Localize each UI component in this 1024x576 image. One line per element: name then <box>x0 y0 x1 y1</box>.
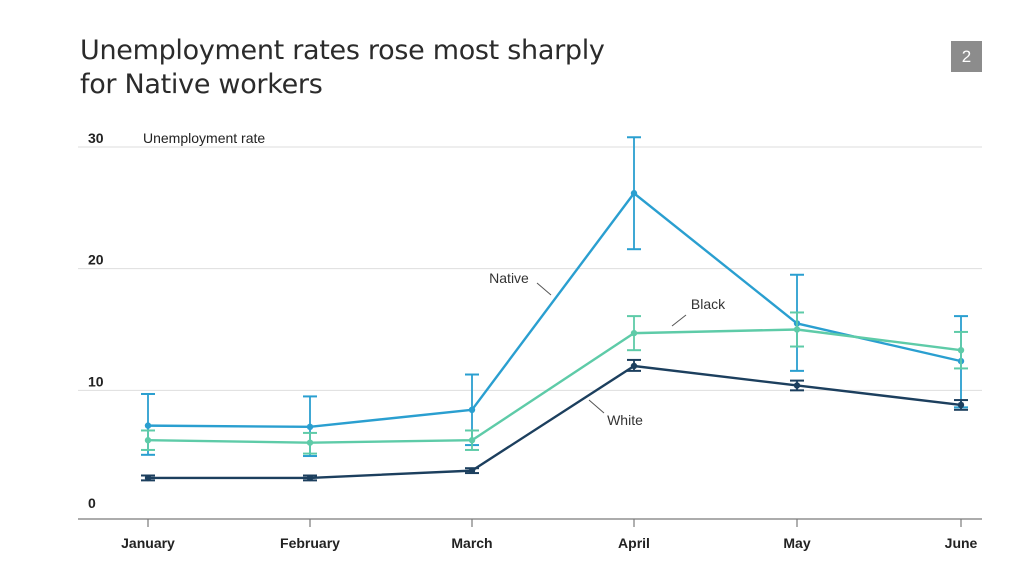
series-label-leader-native <box>536 282 552 296</box>
series-native <box>141 136 968 458</box>
series-labels: Native Black White <box>489 270 726 428</box>
y-axis-title: Unemployment rate <box>143 130 265 146</box>
figure-number-badge: 2 <box>951 41 982 72</box>
native-data-point <box>306 423 314 431</box>
black-data-point <box>957 346 965 354</box>
x-tick-label: February <box>280 535 340 551</box>
x-axis: January February March April May June <box>78 518 982 551</box>
native-line <box>147 192 962 429</box>
y-tick-label: 30 <box>88 130 104 146</box>
x-tick-label: January <box>121 535 175 551</box>
gridlines <box>78 146 982 391</box>
series-label-white: White <box>607 412 643 428</box>
series-label-black: Black <box>691 296 726 312</box>
x-tick-label: April <box>618 535 650 551</box>
white-data-point <box>306 474 314 482</box>
white-data-point <box>793 382 801 389</box>
black-line <box>147 328 962 444</box>
black-data-point <box>793 326 801 333</box>
x-tick-label: June <box>945 535 978 551</box>
y-tick-label: 20 <box>88 252 104 268</box>
chart-title: Unemployment rates rose most sharply for… <box>80 34 605 102</box>
series-white <box>141 358 968 482</box>
white-data-point <box>957 401 965 409</box>
series-black <box>141 311 968 455</box>
x-tick-label: March <box>451 535 492 551</box>
black-data-point <box>306 439 314 446</box>
series-label-leader-white <box>588 399 605 414</box>
white-data-point <box>144 474 152 482</box>
black-data-point <box>144 437 152 444</box>
white-data-point <box>630 362 638 370</box>
native-data-point <box>144 422 152 429</box>
native-data-point <box>468 406 476 413</box>
native-data-point <box>630 190 638 197</box>
y-tick-label: 0 <box>88 495 96 511</box>
black-data-point <box>630 329 638 337</box>
white-line <box>148 364 962 480</box>
black-data-point <box>468 437 476 444</box>
white-data-point <box>468 467 476 474</box>
y-tick-label: 10 <box>88 373 104 389</box>
chart-title-line-1: Unemployment rates rose most sharply <box>80 35 605 66</box>
series-layer <box>141 136 968 482</box>
x-tick-label: May <box>783 535 810 551</box>
chart-title-line-2: for Native workers <box>80 69 323 100</box>
y-axis-ticks: 0 10 20 30 <box>88 130 104 511</box>
series-label-native: Native <box>489 270 529 286</box>
series-label-leader-black <box>671 314 687 327</box>
